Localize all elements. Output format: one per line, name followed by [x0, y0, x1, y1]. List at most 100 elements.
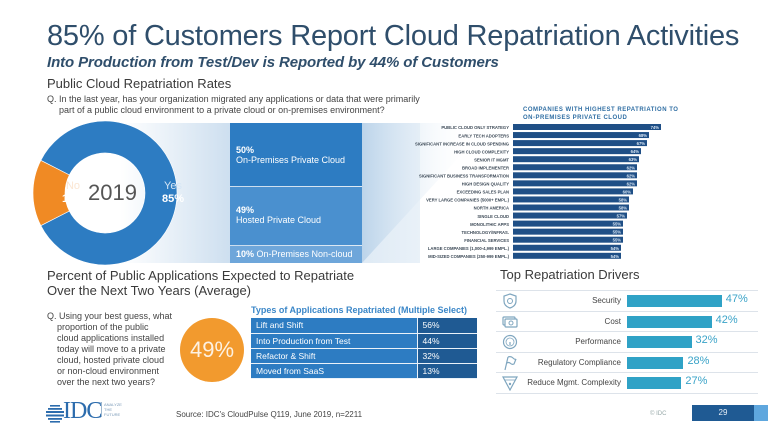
breakdown-pct: 10% — [236, 249, 255, 259]
page-number-accent — [754, 405, 768, 421]
company-bar-label: EXCEEDING SALES PLAN — [457, 190, 509, 195]
logo-tagline: ANALYZE THE FUTURE — [101, 402, 122, 417]
donut-label-no: No 15% — [62, 180, 84, 206]
driver-row: Cost 42% — [496, 310, 758, 331]
company-bar-value: 55% — [613, 222, 622, 227]
company-bar-value: 54% — [611, 246, 620, 251]
drivers-chart: Security 47% Cost 42% Performance 32% Regulato… — [496, 290, 758, 394]
app-type-value: 13% — [417, 363, 477, 379]
company-bar — [513, 220, 623, 227]
app-type-label: Moved from SaaS — [251, 363, 418, 379]
company-repatriation-chart: COMPANIES WITH HIGHEST REPATRIATION TO O… — [390, 100, 690, 265]
driver-value: 42% — [715, 313, 738, 326]
company-bar-label: MONOLITHIC APPS — [470, 222, 509, 227]
repatriation-destination-breakdown: 50% On-Premises Private Cloud 49% Hosted… — [230, 123, 362, 263]
average-repatriation-value: 49% — [180, 318, 244, 382]
app-types-table: Lift and Shift 56% Into Production from Te… — [251, 318, 477, 379]
survey-question-2: Q. Using your best guess, what proportio… — [47, 311, 182, 388]
company-bar-label: EARLY TECH ADOPTERS — [458, 133, 509, 138]
driver-row: Regulatory Compliance 28% — [496, 351, 758, 372]
company-bar — [513, 228, 623, 235]
breakdown-pct: 49% — [236, 205, 255, 215]
company-bar-label: SIGNIFICANT INCREASE IN CLOUD SPENDING — [415, 141, 509, 146]
company-bar — [513, 196, 629, 203]
company-bar-value: 64% — [631, 149, 640, 154]
tagline-line: THE — [104, 407, 112, 412]
question-line: part of a public cloud environment to a … — [59, 105, 385, 115]
table-row: Refactor & Shift 32% — [251, 348, 477, 364]
company-bar-value: 62% — [627, 173, 636, 178]
copyright: © IDC — [650, 411, 667, 417]
company-bar-label: LARGE COMPANIES (1,000-4,999 EMPL.) — [428, 246, 510, 251]
driver-bar — [627, 356, 684, 369]
tagline-line: FUTURE — [104, 412, 121, 417]
company-bar — [513, 156, 639, 163]
breakdown-on-premises-noncloud: 10% On-Premises Non-cloud — [230, 246, 362, 263]
company-bar — [513, 212, 627, 219]
section-title-expected-repatriation: Percent of Public Applications Expected … — [47, 268, 427, 298]
breakdown-on-premises-private: 50% On-Premises Private Cloud — [230, 123, 362, 186]
company-bar — [513, 244, 621, 251]
money-icon — [502, 314, 518, 330]
driver-value: 32% — [695, 334, 718, 346]
company-bar-label: BROAD IMPLEMENTER — [462, 165, 509, 170]
company-bar-label: FINANCIAL SERVICES — [464, 238, 509, 243]
breakdown-label: On-Premises Non-cloud — [256, 249, 353, 259]
driver-label: Regulatory Compliance — [537, 357, 621, 367]
driver-label: Reduce Mgmt. Complexity — [527, 378, 621, 387]
gauge-icon — [502, 334, 518, 350]
company-bar-label: VERY LARGE COMPANIES (5000+ EMPL.) — [426, 198, 509, 203]
question-line: today will move to a private — [57, 344, 166, 354]
source-note: Source: IDC's CloudPulse Q119, June 2019… — [176, 410, 363, 419]
section-title-line: Over the Next Two Years (Average) — [47, 283, 252, 298]
company-bar-value: 55% — [613, 238, 622, 243]
driver-bar — [627, 336, 692, 348]
company-bar — [513, 252, 621, 259]
question-line: Q. In the last year, has your organizati… — [47, 94, 420, 104]
question-line: cloud, hosted private cloud — [57, 355, 165, 365]
driver-value: 47% — [725, 293, 748, 305]
idc-globe-logo-icon — [46, 405, 64, 423]
section-title-repatriation-rates: Public Cloud Repatriation Rates — [47, 76, 232, 91]
company-bar-value: 68% — [639, 133, 648, 138]
section-title-line: Percent of Public Applications Expected … — [47, 268, 355, 283]
company-bar-value: 74% — [651, 125, 660, 130]
donut-yes-text: Yes — [164, 180, 182, 192]
donut-no-text: No — [65, 180, 81, 192]
company-bar — [513, 164, 637, 171]
company-bar — [513, 180, 637, 187]
driver-bar — [627, 295, 722, 307]
app-type-value: 44% — [417, 333, 477, 349]
breakdown-label: On-Premises Private Cloud — [236, 155, 346, 165]
company-bar — [513, 124, 661, 130]
driver-row: Reduce Mgmt. Complexity 27% — [496, 372, 758, 392]
company-bars: PUBLIC CLOUD ONLY STRATEGY 74% EARLY TECH … — [415, 124, 661, 259]
idc-logo-text: IDC — [63, 398, 102, 424]
table-row: Into Production from Test 44% — [251, 333, 477, 349]
page-subtitle: Into Production from Test/Dev is Reporte… — [47, 54, 499, 71]
question-line: over the next two years? — [57, 377, 156, 387]
driver-bar — [627, 377, 682, 389]
company-bar — [513, 204, 629, 211]
company-bar-label: SIGNIFICANT BUSINESS TRANSFORMATION — [419, 174, 509, 179]
survey-question-1: Q. In the last year, has your organizati… — [47, 94, 447, 116]
company-bar-label: MID-SIZED COMPANIES (250-999 EMPL.) — [428, 254, 509, 259]
company-bar-value: 57% — [617, 214, 626, 219]
donut-no-value: 15% — [62, 193, 85, 205]
driver-label: Cost — [604, 316, 621, 326]
flag-icon — [502, 355, 518, 371]
driver-value: 27% — [685, 375, 708, 387]
donut-center-label: 2019 — [88, 180, 137, 205]
question-line: proportion of the public — [57, 322, 149, 332]
question-line: Q. Using your best guess, what — [47, 311, 173, 321]
gradient-connector — [362, 123, 472, 263]
company-bar-label: SENIOR IT MGMT — [474, 157, 509, 162]
company-bar-value: 63% — [629, 157, 638, 162]
company-bar — [513, 172, 637, 179]
app-type-value: 56% — [417, 318, 477, 334]
question-line: or non-cloud environment — [57, 366, 160, 376]
driver-bar — [627, 315, 712, 328]
breakdown-label: Hosted Private Cloud — [236, 215, 322, 225]
donut-slice-yes — [40, 120, 178, 266]
donut-chart — [32, 120, 178, 266]
